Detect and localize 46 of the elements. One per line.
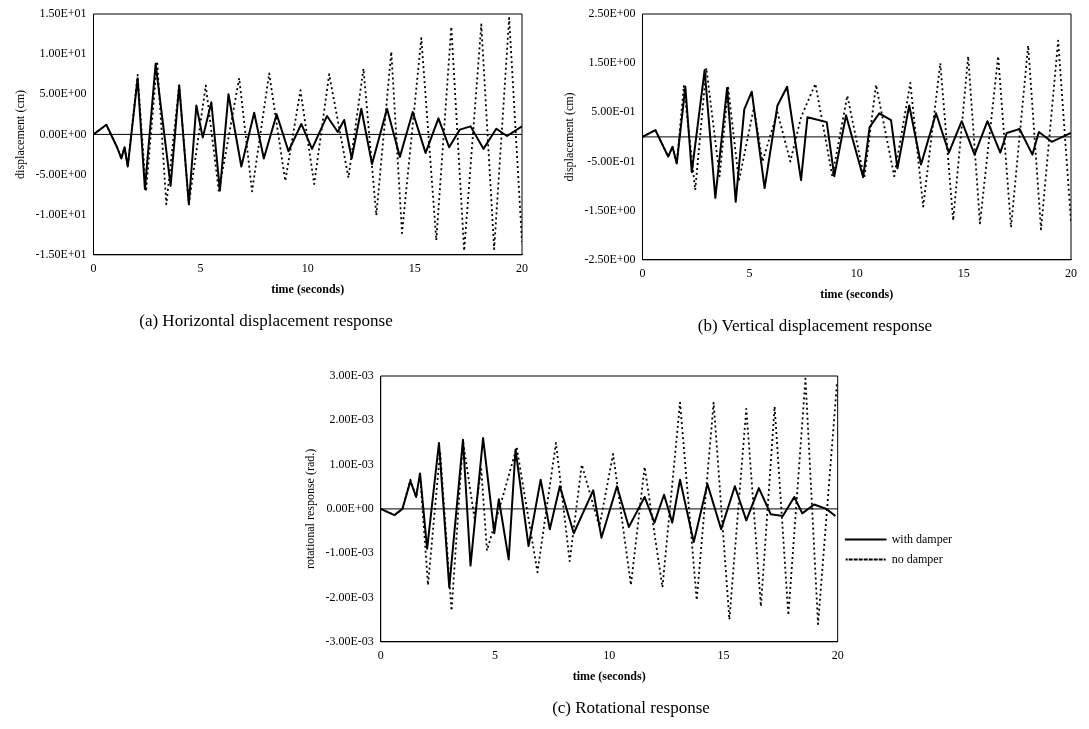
- y-tick-label: -1.00E+01: [35, 206, 87, 221]
- y-tick-label: 1.50E+00: [588, 55, 636, 70]
- x-tick-label: 0: [377, 648, 384, 663]
- y-tick-label: 3.00E-03: [329, 368, 374, 383]
- y-tick-label: -5.00E+00: [35, 166, 87, 181]
- y-tick-label: 0.00E+00: [326, 501, 374, 516]
- y-tick-label: 5.00E+00: [39, 86, 87, 101]
- x-axis-title: time (seconds): [271, 282, 345, 297]
- text: (c) Rotational response: [552, 698, 710, 718]
- y-tick-label: -1.00E-03: [325, 545, 374, 560]
- y-tick-label: -5.00E-01: [587, 153, 636, 168]
- x-tick-label: 10: [301, 261, 314, 276]
- x-tick-label: 15: [408, 261, 421, 276]
- y-tick-label: 0.00E+00: [39, 126, 87, 141]
- text: (b) Vertical displacement response: [697, 316, 933, 336]
- y-axis-title: displacement (cm): [13, 89, 28, 179]
- x-tick-label: 10: [603, 648, 616, 663]
- x-tick-label: 5: [491, 648, 498, 663]
- x-axis-title: time (seconds): [820, 287, 894, 302]
- x-tick-label: 20: [831, 648, 844, 663]
- text: (a) Horizontal displacement response: [139, 311, 393, 331]
- y-tick-label: -2.50E+00: [584, 251, 636, 266]
- y-tick-label: 2.50E+00: [588, 6, 636, 21]
- y-tick-label: -1.50E+00: [584, 202, 636, 217]
- x-tick-label: 10: [850, 266, 863, 281]
- y-axis-title: rotational response (rad.): [303, 448, 318, 570]
- x-tick-label: 15: [717, 648, 730, 663]
- y-tick-label: 2.00E-03: [329, 412, 374, 427]
- x-tick-label: 5: [197, 261, 204, 276]
- legend-label: with damper: [891, 531, 953, 546]
- y-axis-title: displacement (cm): [562, 92, 577, 182]
- x-tick-label: 20: [1065, 266, 1077, 281]
- legend-label: no damper: [891, 551, 943, 566]
- y-tick-label: 1.50E+01: [39, 6, 87, 21]
- x-tick-label: 0: [639, 266, 646, 281]
- x-axis-title: time (seconds): [572, 669, 646, 684]
- y-tick-label: 1.00E+01: [39, 46, 87, 61]
- y-tick-label: 5.00E-01: [591, 104, 636, 119]
- x-tick-label: 0: [90, 261, 97, 276]
- y-tick-label: -3.00E-03: [325, 633, 374, 648]
- x-tick-label: 15: [957, 266, 970, 281]
- y-tick-label: -1.50E+01: [35, 246, 87, 261]
- x-tick-label: 20: [516, 261, 528, 276]
- y-tick-label: -2.00E-03: [325, 589, 374, 604]
- y-tick-label: 1.00E-03: [329, 456, 374, 471]
- x-tick-label: 5: [746, 266, 753, 281]
